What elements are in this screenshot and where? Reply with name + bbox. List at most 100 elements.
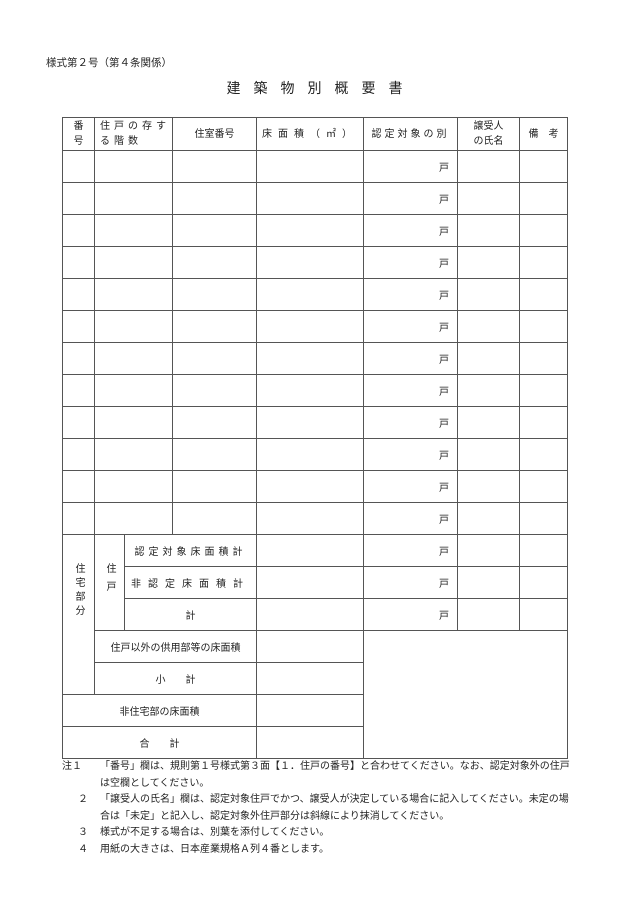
number-cell[interactable] xyxy=(62,310,95,343)
number-cell[interactable] xyxy=(62,406,95,439)
area-cell[interactable] xyxy=(256,182,364,215)
remarks-cell[interactable] xyxy=(519,182,568,215)
area-cell[interactable] xyxy=(256,278,364,311)
room-cell[interactable] xyxy=(172,150,257,183)
room-cell[interactable] xyxy=(172,374,257,407)
number-cell[interactable] xyxy=(62,502,95,535)
nonresidential-value[interactable] xyxy=(256,694,364,727)
floor-cell[interactable] xyxy=(94,150,173,183)
room-cell[interactable] xyxy=(172,502,257,535)
remarks-cell[interactable] xyxy=(519,246,568,279)
certified-cell[interactable]: 戸 xyxy=(363,150,458,183)
transferee-cell[interactable] xyxy=(457,278,520,311)
floor-cell[interactable] xyxy=(94,438,173,471)
area-cell[interactable] xyxy=(256,470,364,503)
room-cell[interactable] xyxy=(172,406,257,439)
floor-cell[interactable] xyxy=(94,246,173,279)
remarks-cell[interactable] xyxy=(519,342,568,375)
floor-cell[interactable] xyxy=(94,278,173,311)
room-cell[interactable] xyxy=(172,342,257,375)
room-cell[interactable] xyxy=(172,182,257,215)
area-cell[interactable] xyxy=(256,342,364,375)
number-cell[interactable] xyxy=(62,214,95,247)
remarks-cell[interactable] xyxy=(519,310,568,343)
floor-cell[interactable] xyxy=(94,214,173,247)
remarks-cell[interactable] xyxy=(519,502,568,535)
number-cell[interactable] xyxy=(62,470,95,503)
number-cell[interactable] xyxy=(62,438,95,471)
room-cell[interactable] xyxy=(172,278,257,311)
transferee-cell[interactable] xyxy=(457,502,520,535)
area-cell[interactable] xyxy=(256,310,364,343)
number-cell[interactable] xyxy=(62,182,95,215)
floor-cell[interactable] xyxy=(94,470,173,503)
noncertified-total-remarks[interactable] xyxy=(519,566,568,599)
transferee-cell[interactable] xyxy=(457,470,520,503)
certified-total-area[interactable] xyxy=(256,534,364,567)
area-cell[interactable] xyxy=(256,374,364,407)
certified-cell[interactable]: 戸 xyxy=(363,502,458,535)
transferee-cell[interactable] xyxy=(457,182,520,215)
remarks-cell[interactable] xyxy=(519,374,568,407)
number-cell[interactable] xyxy=(62,374,95,407)
number-cell[interactable] xyxy=(62,278,95,311)
transferee-cell[interactable] xyxy=(457,214,520,247)
remarks-cell[interactable] xyxy=(519,438,568,471)
certified-cell[interactable]: 戸 xyxy=(363,470,458,503)
certified-total-transferee[interactable] xyxy=(457,534,520,567)
transferee-cell[interactable] xyxy=(457,246,520,279)
certified-total-remarks[interactable] xyxy=(519,534,568,567)
remarks-cell[interactable] xyxy=(519,150,568,183)
certified-cell[interactable]: 戸 xyxy=(363,278,458,311)
certified-cell[interactable]: 戸 xyxy=(363,342,458,375)
total-units[interactable]: 戸 xyxy=(363,598,458,631)
certified-cell[interactable]: 戸 xyxy=(363,246,458,279)
area-cell[interactable] xyxy=(256,246,364,279)
floor-cell[interactable] xyxy=(94,310,173,343)
certified-total-units[interactable]: 戸 xyxy=(363,534,458,567)
number-cell[interactable] xyxy=(62,246,95,279)
certified-cell[interactable]: 戸 xyxy=(363,406,458,439)
remarks-cell[interactable] xyxy=(519,278,568,311)
room-cell[interactable] xyxy=(172,214,257,247)
transferee-cell[interactable] xyxy=(457,406,520,439)
floor-cell[interactable] xyxy=(94,342,173,375)
certified-cell[interactable]: 戸 xyxy=(363,182,458,215)
grand-total-value[interactable] xyxy=(256,726,364,759)
transferee-cell[interactable] xyxy=(457,374,520,407)
certified-cell[interactable]: 戸 xyxy=(363,374,458,407)
transferee-cell[interactable] xyxy=(457,310,520,343)
remarks-cell[interactable] xyxy=(519,406,568,439)
noncertified-total-area[interactable] xyxy=(256,566,364,599)
certified-cell[interactable]: 戸 xyxy=(363,310,458,343)
remarks-cell[interactable] xyxy=(519,214,568,247)
noncertified-total-units[interactable]: 戸 xyxy=(363,566,458,599)
room-cell[interactable] xyxy=(172,246,257,279)
common-area-value[interactable] xyxy=(256,630,364,663)
area-cell[interactable] xyxy=(256,502,364,535)
transferee-cell[interactable] xyxy=(457,438,520,471)
floor-cell[interactable] xyxy=(94,406,173,439)
total-remarks[interactable] xyxy=(519,598,568,631)
area-cell[interactable] xyxy=(256,150,364,183)
room-cell[interactable] xyxy=(172,438,257,471)
noncertified-total-transferee[interactable] xyxy=(457,566,520,599)
certified-cell[interactable]: 戸 xyxy=(363,438,458,471)
number-cell[interactable] xyxy=(62,342,95,375)
area-cell[interactable] xyxy=(256,406,364,439)
subtotal-value[interactable] xyxy=(256,662,364,695)
room-cell[interactable] xyxy=(172,310,257,343)
number-cell[interactable] xyxy=(62,150,95,183)
area-cell[interactable] xyxy=(256,214,364,247)
total-transferee[interactable] xyxy=(457,598,520,631)
floor-cell[interactable] xyxy=(94,182,173,215)
transferee-cell[interactable] xyxy=(457,342,520,375)
area-cell[interactable] xyxy=(256,438,364,471)
remarks-cell[interactable] xyxy=(519,470,568,503)
total-area[interactable] xyxy=(256,598,364,631)
transferee-cell[interactable] xyxy=(457,150,520,183)
floor-cell[interactable] xyxy=(94,374,173,407)
certified-cell[interactable]: 戸 xyxy=(363,214,458,247)
floor-cell[interactable] xyxy=(94,502,173,535)
room-cell[interactable] xyxy=(172,470,257,503)
